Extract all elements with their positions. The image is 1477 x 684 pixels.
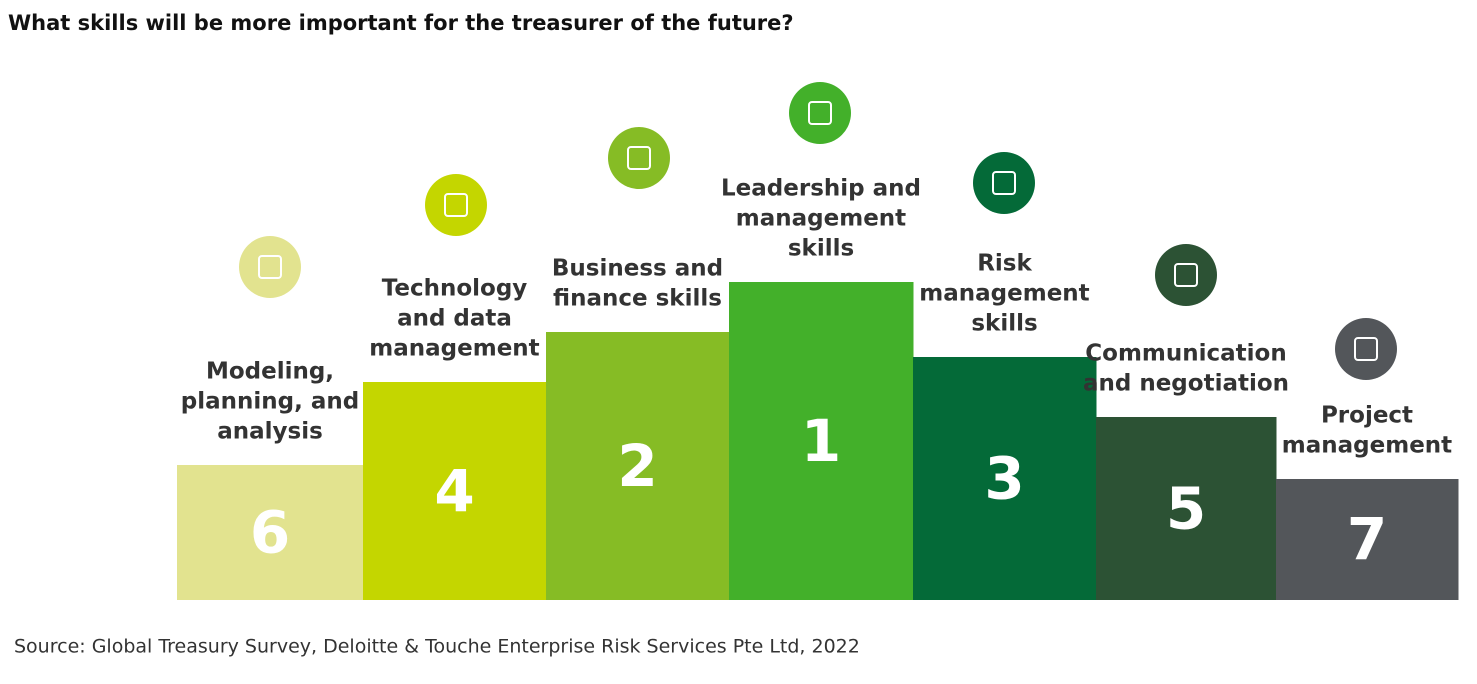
- skill-label: Risk: [977, 251, 1032, 277]
- skill-label: Project: [1321, 403, 1413, 429]
- skill-label: management: [919, 281, 1089, 307]
- icon: [608, 127, 670, 189]
- icon-circle: [1335, 318, 1397, 380]
- title: What skills will be more important for t…: [8, 11, 794, 35]
- icon: [1335, 318, 1397, 380]
- skill-label: finance skills: [553, 286, 722, 312]
- icon: [239, 236, 301, 298]
- skill-label: skills: [788, 236, 854, 262]
- icon-glyph: [1174, 263, 1198, 287]
- skill-label: skills: [971, 311, 1037, 337]
- rank: 3: [984, 445, 1024, 513]
- podium-bar: [729, 282, 914, 600]
- icon-glyph: [808, 101, 832, 125]
- podium-bar: [546, 332, 730, 600]
- rank: 7: [1347, 506, 1387, 574]
- icon-circle: [789, 82, 851, 144]
- skill-label: Communication: [1085, 341, 1286, 367]
- skill-label: management: [369, 336, 539, 362]
- icon: [425, 174, 487, 236]
- skill-label: management: [1282, 433, 1452, 459]
- source: Source: Global Treasury Survey, Deloitte…: [14, 636, 860, 658]
- skill-label: analysis: [217, 419, 323, 445]
- skill-label: management: [736, 206, 906, 232]
- icon-glyph: [1354, 337, 1378, 361]
- icon-circle: [608, 127, 670, 189]
- icon: [789, 82, 851, 144]
- skill-label: and data: [397, 306, 512, 332]
- podium-bar: [913, 357, 1097, 600]
- skill-label: and negotiation: [1083, 371, 1289, 397]
- icon: [973, 152, 1035, 214]
- icon: [1155, 244, 1217, 306]
- podium-bar: [363, 382, 547, 600]
- icon-glyph: [258, 255, 282, 279]
- rank: 1: [801, 407, 841, 475]
- skill-label: Modeling,: [206, 359, 334, 385]
- skill-label: Technology: [382, 276, 528, 302]
- podium-bar: [1096, 417, 1277, 600]
- podium-bar: [1276, 479, 1459, 600]
- icon-circle: [425, 174, 487, 236]
- rank: 6: [250, 499, 290, 567]
- icon-glyph: [627, 146, 651, 170]
- icon-glyph: [992, 171, 1016, 195]
- icon-circle: [239, 236, 301, 298]
- skill-label: planning, and: [181, 389, 359, 415]
- icon-circle: [1155, 244, 1217, 306]
- skill-label: Business and: [552, 256, 723, 282]
- icon-glyph: [444, 193, 468, 217]
- rank: 5: [1166, 475, 1206, 543]
- podium-bar: [177, 465, 364, 600]
- skill-label: Leadership and: [721, 176, 921, 202]
- rank: 4: [434, 457, 474, 525]
- icon-circle: [973, 152, 1035, 214]
- rank: 2: [617, 432, 657, 500]
